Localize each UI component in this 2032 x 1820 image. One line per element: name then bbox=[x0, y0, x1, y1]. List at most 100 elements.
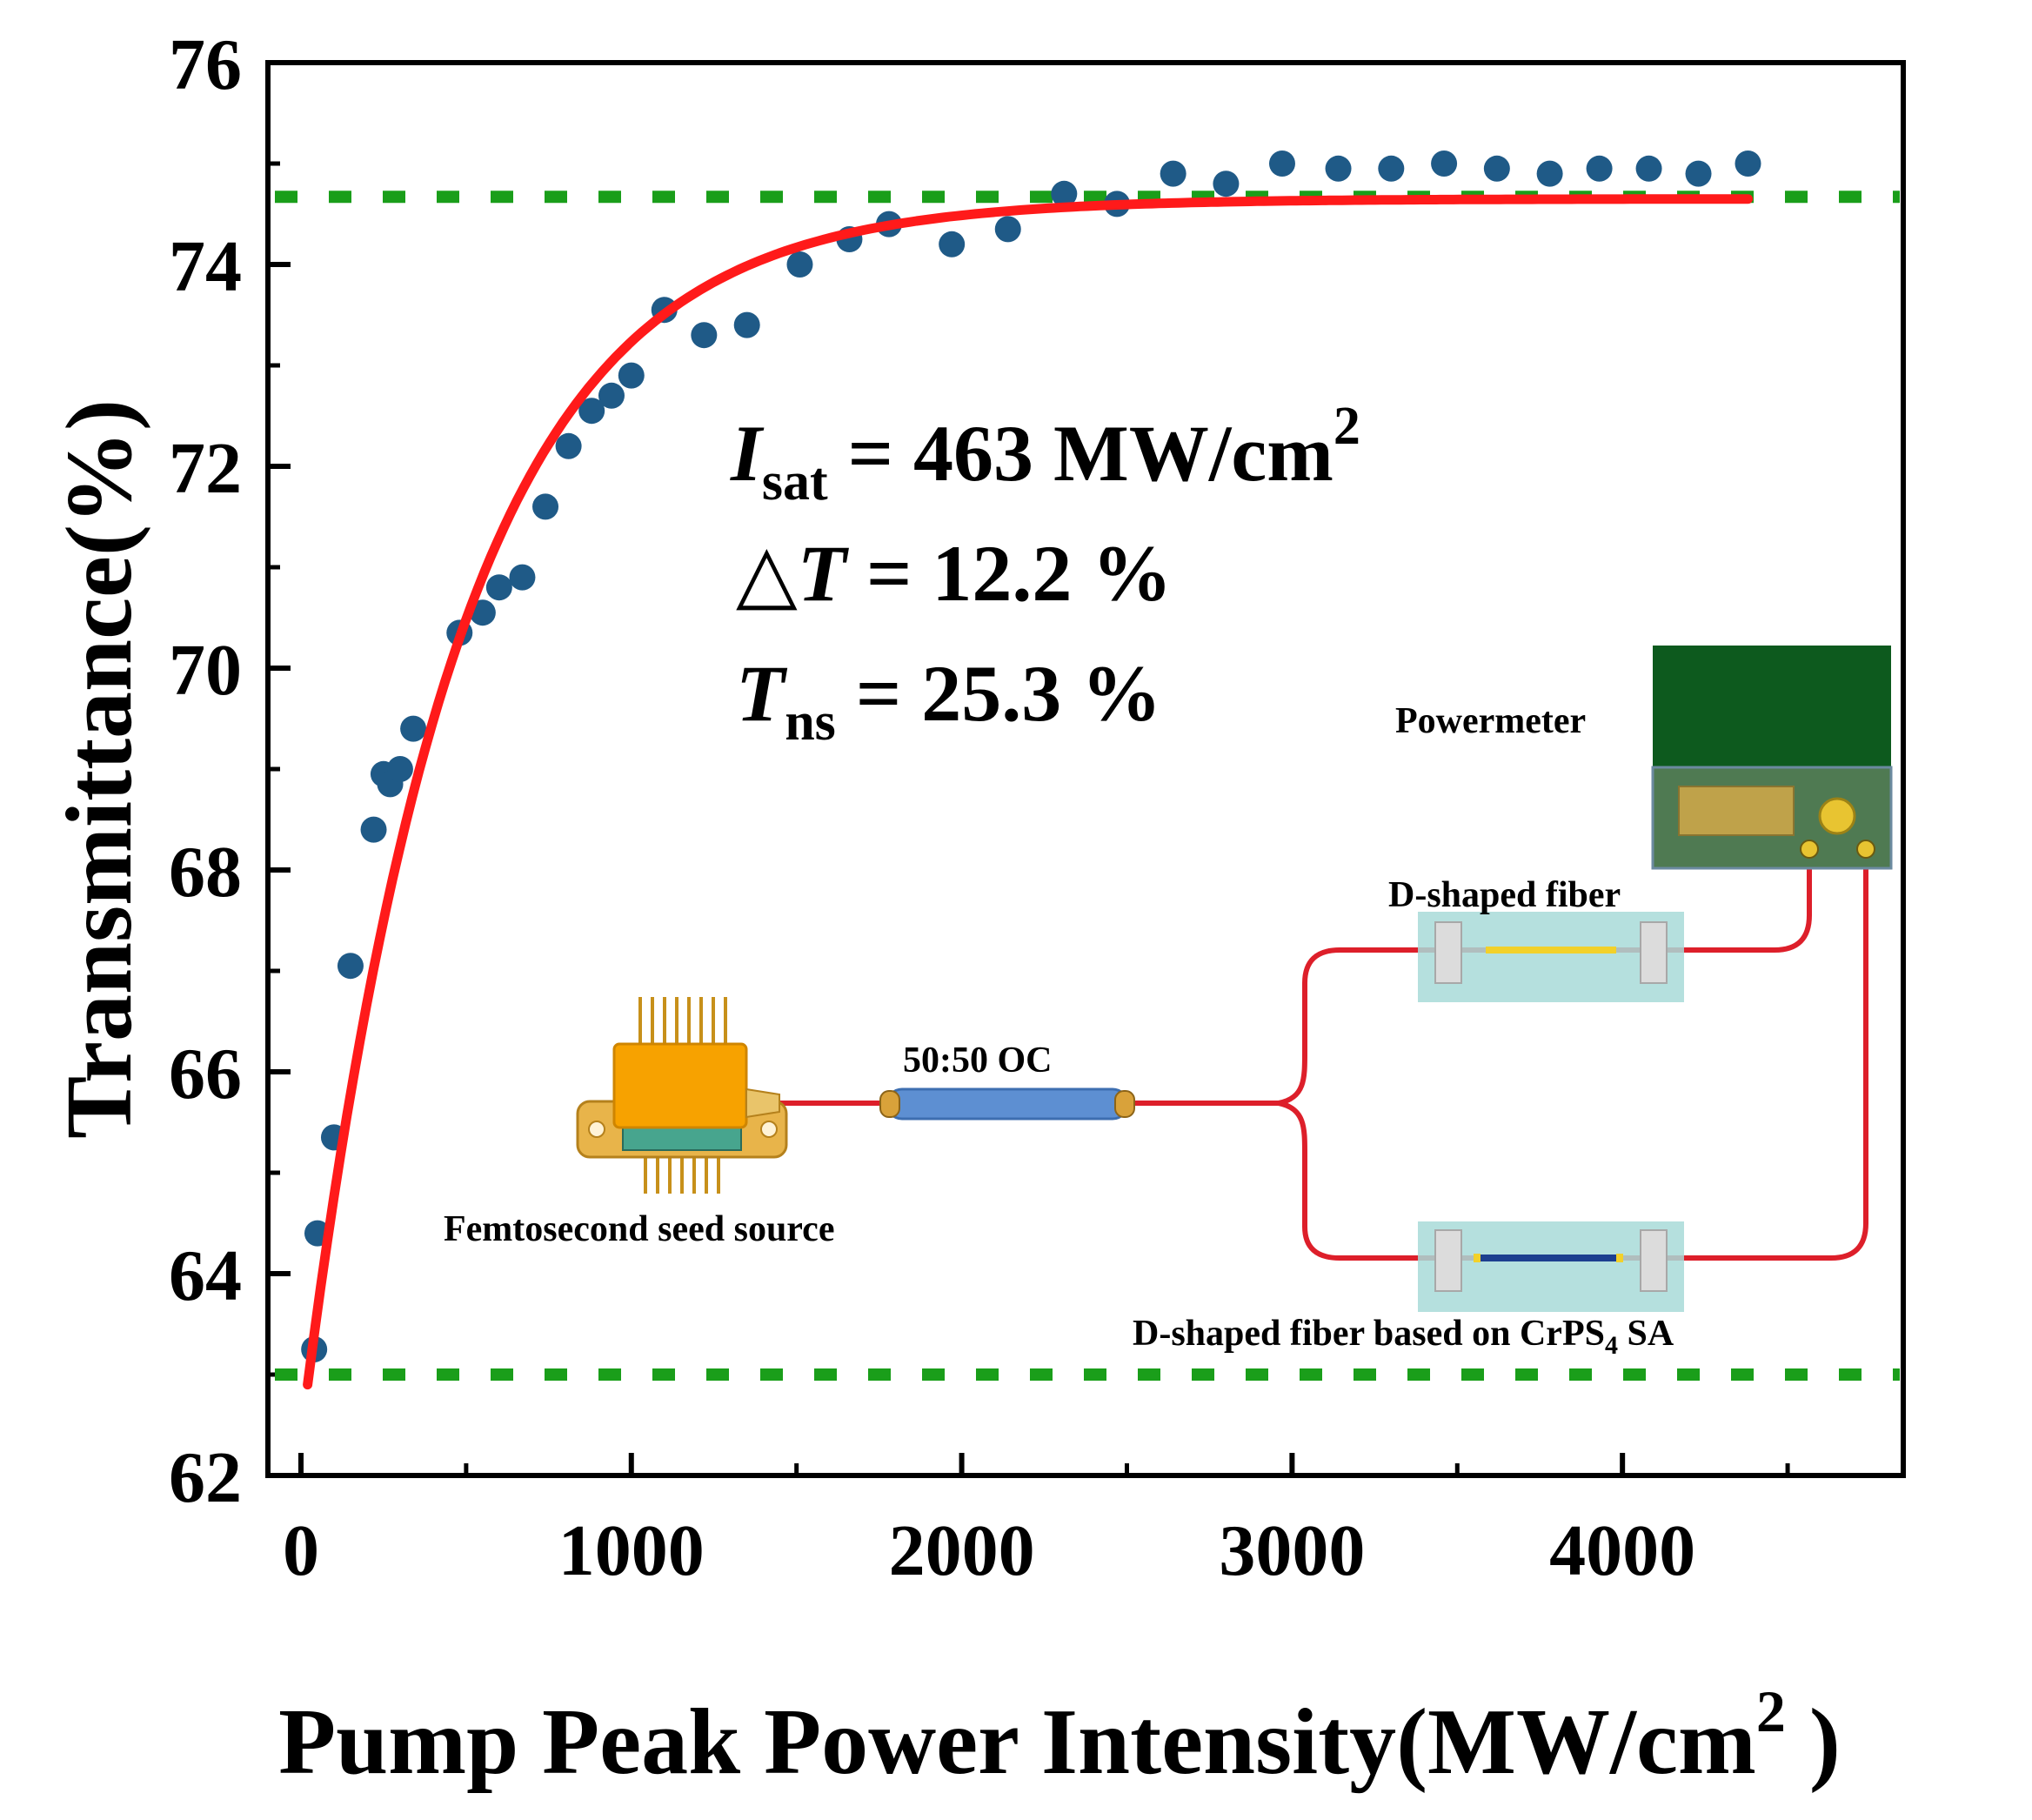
annotation-isat-sub: sat bbox=[762, 452, 828, 512]
powermeter-port-right bbox=[1856, 840, 1875, 859]
annotation-isat: Isat = 463 MW/cm2 bbox=[730, 397, 1360, 512]
annotation-tns-symbol: T bbox=[736, 649, 788, 738]
label-sa-fiber: D-shaped fiber based on CrPS4 SA bbox=[1133, 1314, 1674, 1360]
data-point bbox=[1431, 151, 1458, 177]
plot-frame bbox=[265, 60, 1906, 1478]
data-point bbox=[578, 398, 605, 425]
data-point bbox=[691, 322, 718, 349]
data-point bbox=[733, 311, 760, 338]
fiber-lower-branch bbox=[1276, 854, 1868, 1261]
data-point bbox=[555, 432, 582, 459]
data-point bbox=[1213, 171, 1240, 197]
tick-labels: 0 1000 2000 3000 4000 62 64 66 68 70 72 74 76 bbox=[169, 24, 1695, 1591]
d-shaped-fiber-sa-slide bbox=[1418, 1221, 1684, 1312]
label-coupler: 50:50 OC bbox=[903, 1040, 1053, 1081]
data-point bbox=[1051, 180, 1078, 207]
coupler-body bbox=[886, 1087, 1129, 1121]
data-point bbox=[360, 816, 387, 843]
label-sa-fiber-suffix: SA bbox=[1618, 1314, 1674, 1354]
powermeter-display bbox=[1653, 646, 1891, 767]
x-axis-title-tail: ) bbox=[1786, 1690, 1841, 1794]
x-tick-label: 3000 bbox=[1219, 1510, 1365, 1591]
annotation-delta-t-symbol: △T bbox=[736, 529, 850, 618]
data-point bbox=[939, 231, 966, 258]
label-d-shaped-fiber: D-shaped fiber bbox=[1388, 875, 1621, 915]
x-axis-title: Pump Peak Power Intensity(MW/cm2 ) bbox=[278, 1678, 1841, 1794]
data-point bbox=[1586, 155, 1613, 182]
upper-slide-polished-section bbox=[1486, 947, 1616, 953]
coupler-end-left bbox=[879, 1090, 900, 1118]
data-point bbox=[1483, 155, 1510, 182]
y-axis-title: Transmittance(%) bbox=[48, 399, 151, 1139]
scatter-points bbox=[301, 151, 1761, 1362]
y-tick-label: 64 bbox=[169, 1235, 242, 1316]
fiber-upper-branch bbox=[1276, 854, 1812, 1106]
lower-slide-clamp-left bbox=[1434, 1229, 1462, 1292]
label-seed-source: Femtosecond seed source bbox=[444, 1209, 834, 1249]
y-tick-label: 62 bbox=[169, 1437, 242, 1518]
annotation-isat-text: = 463 MW/cm bbox=[828, 409, 1334, 498]
seed-source-pins-top bbox=[638, 997, 727, 1044]
annotation-isat-sup: 2 bbox=[1334, 397, 1360, 456]
annotation-delta-t: △T = 12.2 % bbox=[736, 529, 1172, 618]
annotation-isat-symbol: I bbox=[730, 409, 765, 498]
data-point bbox=[1635, 155, 1662, 182]
data-point bbox=[994, 216, 1021, 243]
data-point bbox=[532, 493, 559, 520]
lower-slide-sa-edge-right bbox=[1616, 1254, 1623, 1262]
x-axis-title-sup: 2 bbox=[1756, 1678, 1786, 1744]
data-point bbox=[1268, 151, 1295, 177]
d-shaped-fiber-slide bbox=[1418, 912, 1684, 1002]
data-point bbox=[1378, 155, 1405, 182]
label-powermeter: Powermeter bbox=[1395, 701, 1586, 741]
label-sa-fiber-sub: 4 bbox=[1605, 1331, 1618, 1360]
optical-coupler bbox=[879, 1087, 1135, 1121]
seed-source-nose bbox=[745, 1087, 780, 1119]
data-point bbox=[1735, 151, 1761, 177]
data-point bbox=[598, 382, 625, 409]
data-point bbox=[618, 362, 645, 389]
seed-source-screw-left bbox=[588, 1121, 605, 1138]
lower-slide-sa-layer bbox=[1479, 1255, 1618, 1261]
data-point bbox=[1685, 160, 1712, 187]
fit-curve bbox=[303, 194, 1753, 1390]
upper-slide-clamp-left bbox=[1434, 921, 1462, 984]
data-point bbox=[1536, 160, 1563, 187]
lower-slide-sa-edge-left bbox=[1474, 1254, 1481, 1262]
x-tick-label: 1000 bbox=[558, 1510, 705, 1591]
data-point bbox=[386, 756, 413, 782]
powermeter-panel bbox=[1678, 786, 1795, 836]
label-sa-fiber-prefix: D-shaped fiber based on CrPS bbox=[1133, 1314, 1605, 1354]
y-tick-label: 68 bbox=[169, 832, 242, 913]
data-point bbox=[1160, 160, 1186, 187]
annotation-tns-sub: ns bbox=[785, 693, 836, 752]
powermeter bbox=[1651, 646, 1893, 870]
data-point bbox=[1325, 155, 1352, 182]
y-tick-label: 66 bbox=[169, 1034, 242, 1114]
data-point bbox=[786, 251, 813, 278]
y-tick-label: 70 bbox=[169, 630, 242, 711]
data-point bbox=[337, 953, 364, 980]
x-tick-label: 0 bbox=[283, 1510, 319, 1591]
data-point bbox=[509, 564, 536, 591]
x-tick-label: 4000 bbox=[1549, 1510, 1695, 1591]
powermeter-detector bbox=[1818, 797, 1856, 835]
data-point bbox=[469, 599, 496, 626]
seed-source-body bbox=[612, 1042, 748, 1129]
annotation-tns-text: = 25.3 % bbox=[836, 649, 1161, 738]
powermeter-port-left bbox=[1800, 840, 1819, 859]
y-tick-label: 72 bbox=[169, 428, 242, 509]
y-tick-label: 76 bbox=[169, 24, 242, 105]
seed-source bbox=[576, 997, 788, 1194]
coupler-end-right bbox=[1114, 1090, 1135, 1118]
x-axis-title-main: Pump Peak Power Intensity(MW/cm bbox=[278, 1690, 1756, 1794]
data-point bbox=[400, 715, 427, 742]
lower-slide-clamp-right bbox=[1640, 1229, 1668, 1292]
upper-slide-clamp-right bbox=[1640, 921, 1668, 984]
x-tick-label: 2000 bbox=[889, 1510, 1035, 1591]
seed-source-window bbox=[622, 1127, 742, 1151]
fiber-paths bbox=[770, 854, 1868, 1261]
y-tick-label: 74 bbox=[169, 226, 242, 307]
annotation-delta-t-text: = 12.2 % bbox=[846, 529, 1172, 618]
